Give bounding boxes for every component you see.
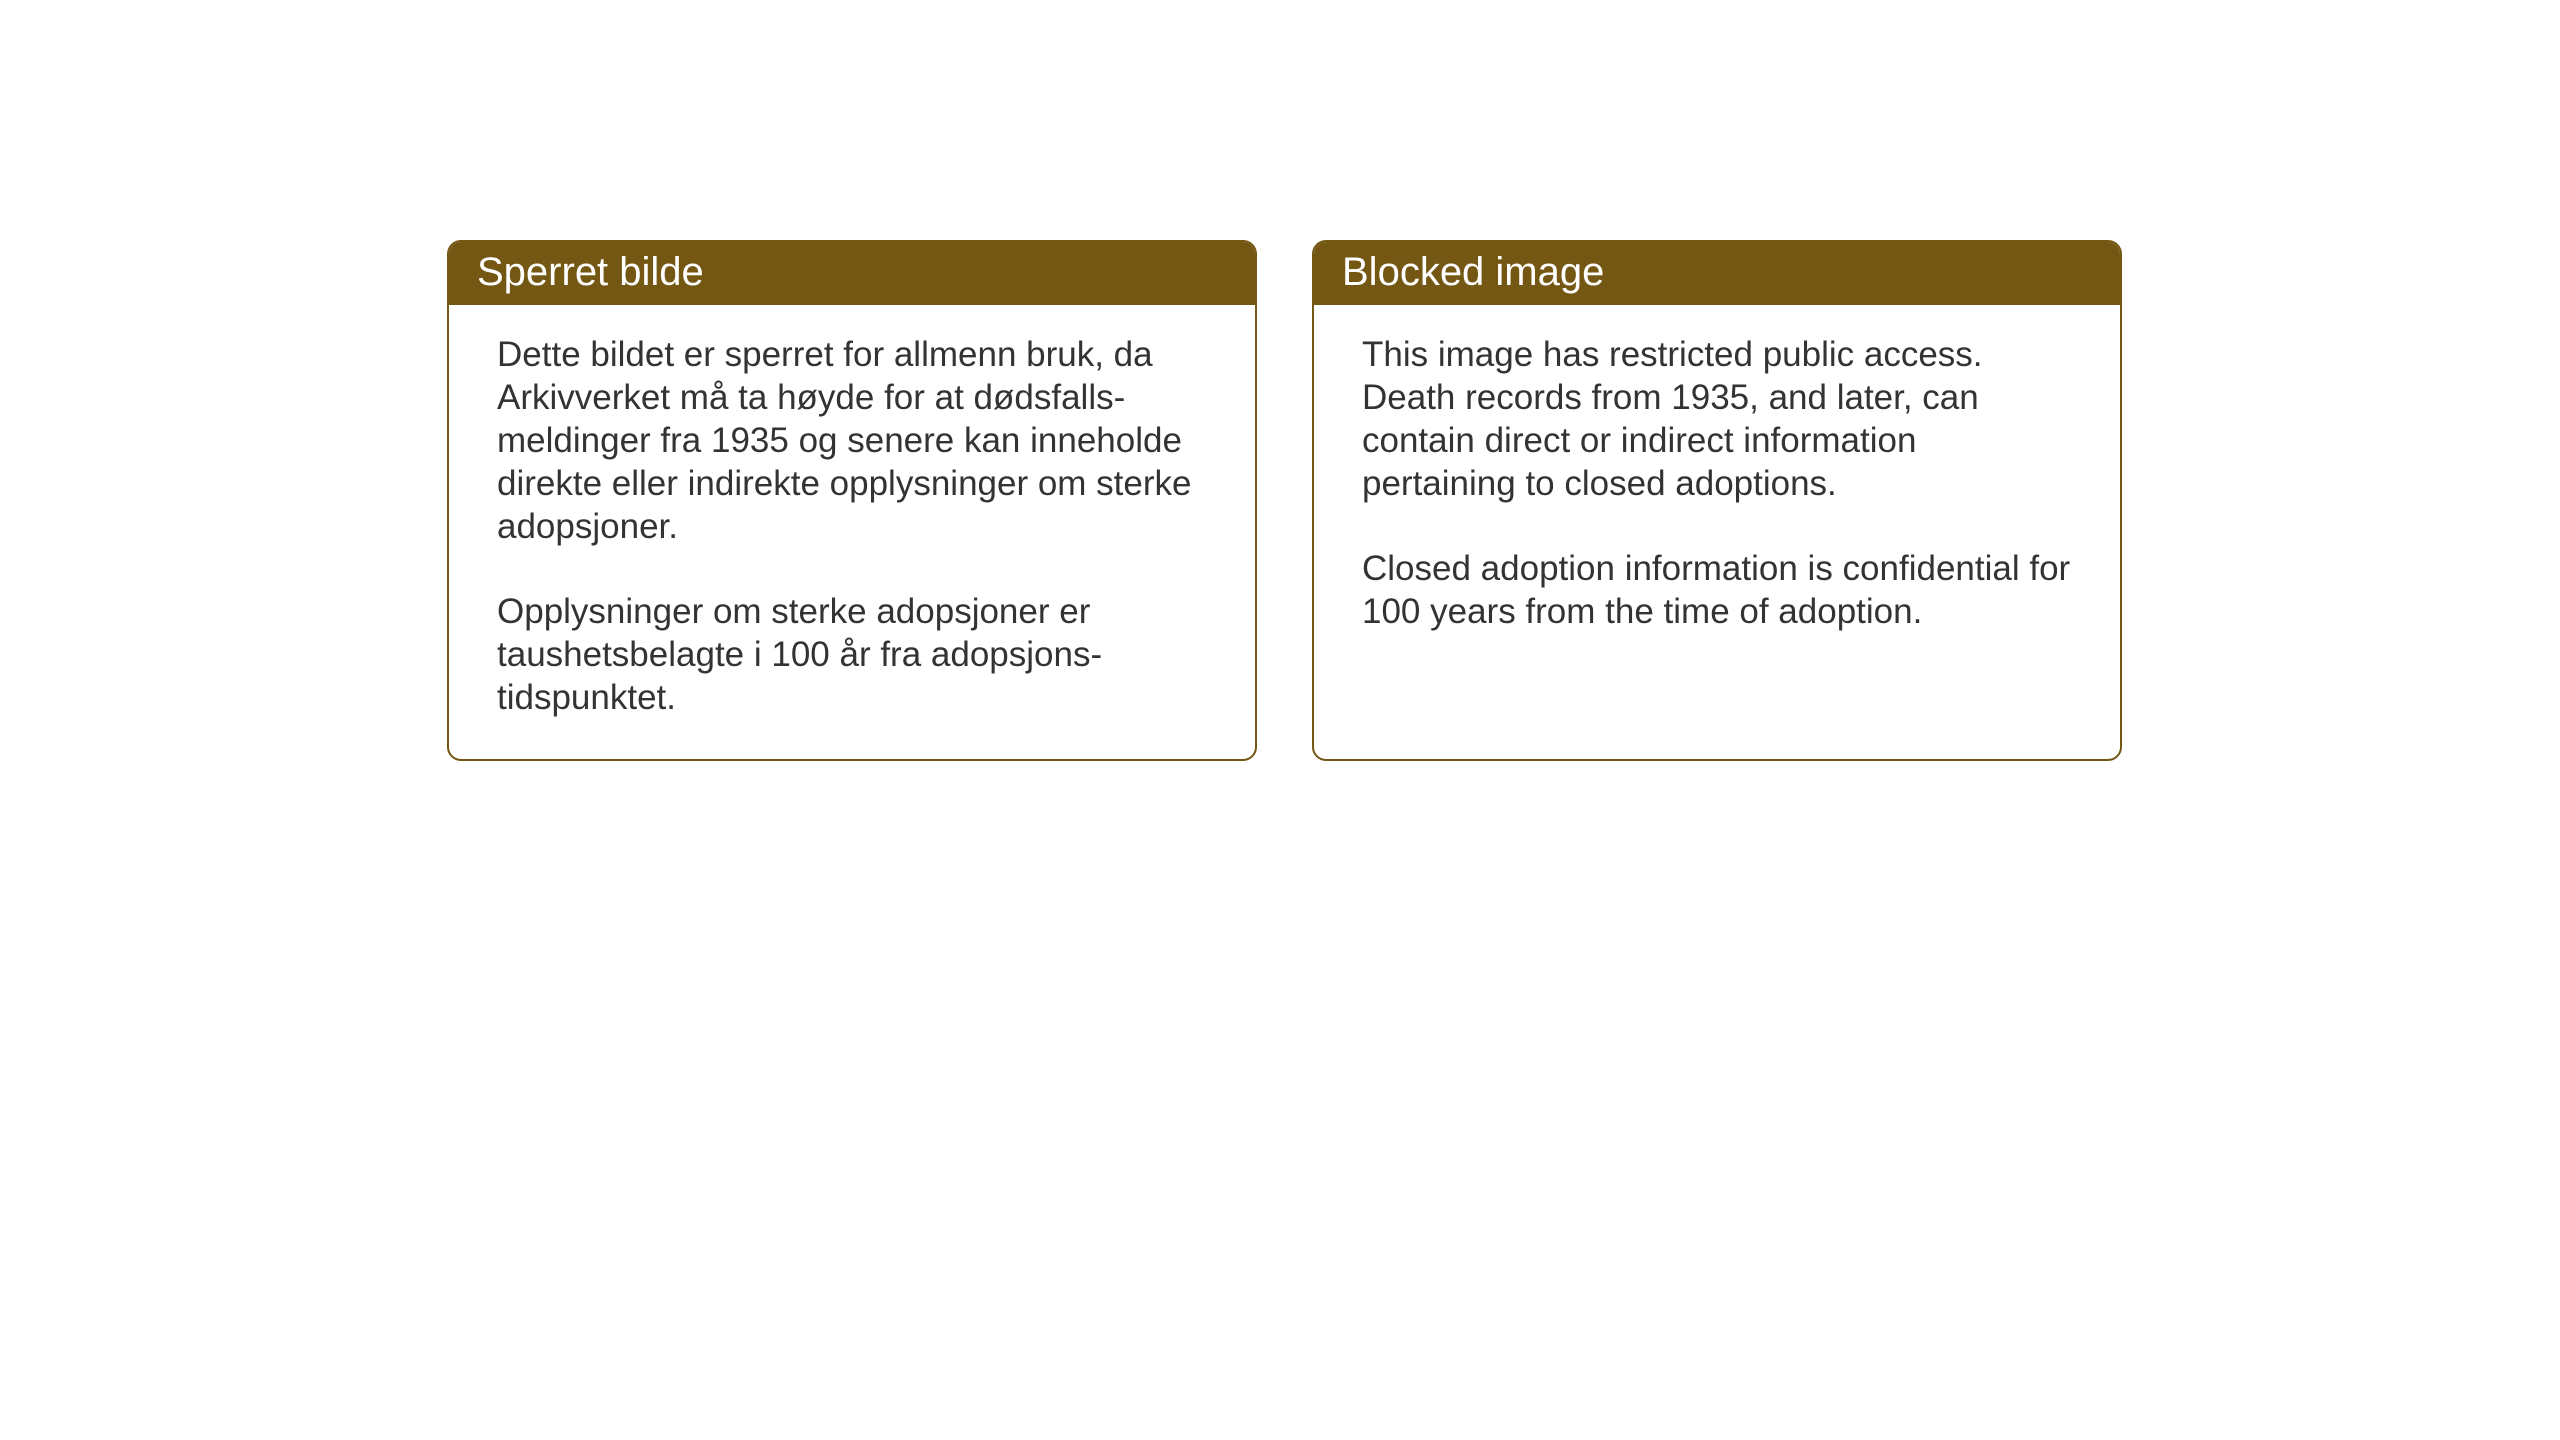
card-body-norwegian: Dette bildet er sperret for allmenn bruk… bbox=[449, 305, 1255, 759]
notice-card-norwegian: Sperret bilde Dette bildet er sperret fo… bbox=[447, 240, 1257, 761]
card-body-english: This image has restricted public access.… bbox=[1314, 305, 2120, 673]
card-header-english: Blocked image bbox=[1314, 242, 2120, 305]
notice-card-english: Blocked image This image has restricted … bbox=[1312, 240, 2122, 761]
paragraph-text: Opplysninger om sterke adopsjoner er tau… bbox=[497, 590, 1213, 719]
paragraph-text: This image has restricted public access.… bbox=[1362, 333, 2078, 505]
paragraph-text: Closed adoption information is confident… bbox=[1362, 547, 2078, 633]
paragraph-text: Dette bildet er sperret for allmenn bruk… bbox=[497, 333, 1213, 548]
notice-cards-container: Sperret bilde Dette bildet er sperret fo… bbox=[447, 240, 2122, 761]
card-header-norwegian: Sperret bilde bbox=[449, 242, 1255, 305]
